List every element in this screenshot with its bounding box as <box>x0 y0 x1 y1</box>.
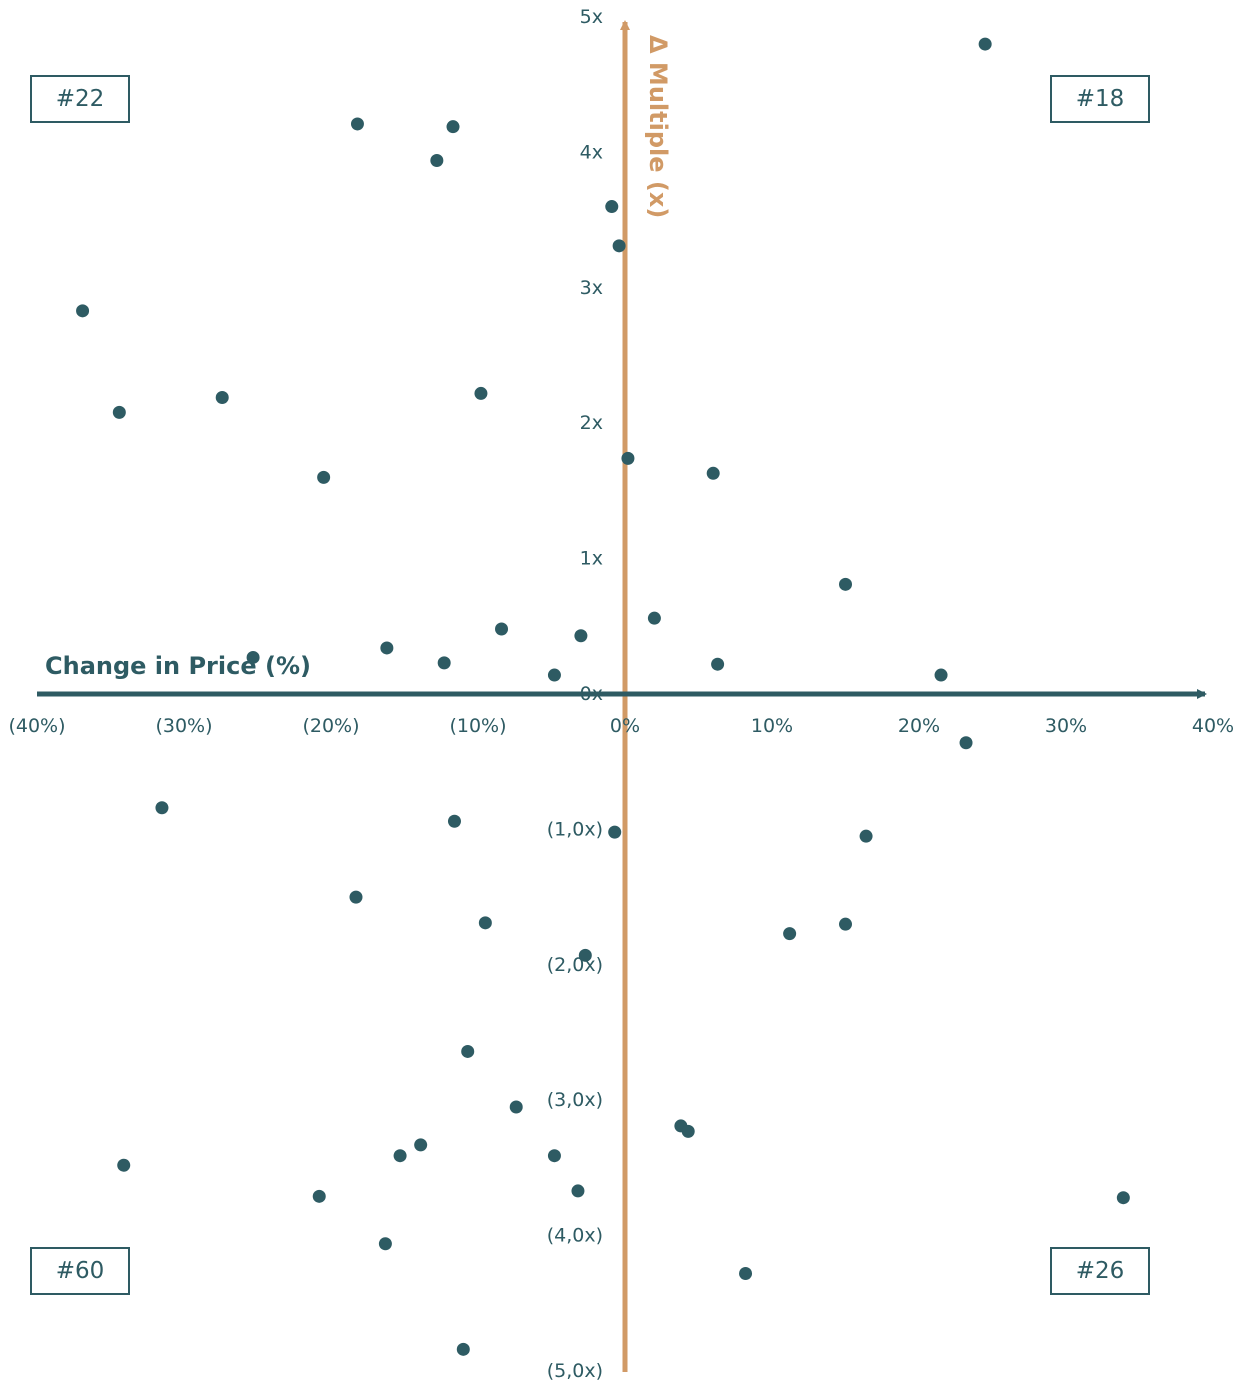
data-point <box>246 650 260 664</box>
data-point <box>349 890 363 904</box>
data-point <box>350 117 364 131</box>
data-point <box>437 656 451 670</box>
y-tick-label: (2,0x) <box>547 954 603 976</box>
data-point <box>474 386 488 400</box>
data-point <box>430 154 444 168</box>
data-point <box>317 470 331 484</box>
data-point <box>446 120 460 134</box>
data-point <box>547 1149 561 1163</box>
data-point <box>934 668 948 682</box>
data-point <box>839 917 852 931</box>
x-tick-label: 30% <box>1045 715 1087 737</box>
data-point <box>608 825 622 839</box>
data-point <box>706 466 720 480</box>
y-tick-label: 2x <box>580 412 603 434</box>
data-point <box>783 927 797 941</box>
data-point <box>571 1184 585 1198</box>
data-point <box>447 814 461 828</box>
data-point <box>1116 1191 1130 1205</box>
data-point <box>739 1267 753 1281</box>
data-point <box>959 736 973 750</box>
y-tick-label: 4x <box>580 141 603 163</box>
x-tick-label: 20% <box>898 715 940 737</box>
quadrant-count-top-left: #22 <box>30 75 130 123</box>
data-point <box>547 668 561 682</box>
quadrant-count-bottom-left: #60 <box>30 1247 130 1295</box>
x-tick-label: 40% <box>1192 715 1234 737</box>
data-point <box>380 641 394 655</box>
data-point <box>605 200 619 214</box>
data-point <box>378 1237 392 1251</box>
data-point <box>112 405 126 419</box>
data-point <box>509 1100 523 1114</box>
x-tick-label: (40%) <box>8 715 65 737</box>
data-point <box>414 1138 428 1152</box>
y-tick-label: 3x <box>580 277 603 299</box>
data-point <box>647 611 661 625</box>
data-point <box>681 1124 695 1138</box>
y-tick-label: (4,0x) <box>547 1225 603 1247</box>
data-point <box>478 916 492 930</box>
data-point <box>76 304 90 318</box>
data-point <box>215 390 229 404</box>
x-tick-label: (10%) <box>449 715 506 737</box>
data-point <box>312 1189 326 1203</box>
data-point <box>393 1149 407 1163</box>
quadrant-count-top-right: #18 <box>1050 75 1150 123</box>
x-axis-title: Change in Price (%) <box>45 652 311 680</box>
y-tick-label: (3,0x) <box>547 1089 603 1111</box>
y-tick-label: 0x <box>580 683 603 705</box>
quadrant-count-bottom-right: #26 <box>1050 1247 1150 1295</box>
data-point <box>578 948 592 962</box>
data-point <box>612 239 626 253</box>
data-point <box>456 1342 470 1356</box>
x-tick-label: (20%) <box>302 715 359 737</box>
data-point <box>859 829 873 843</box>
data-point <box>711 657 725 671</box>
x-tick-label: 10% <box>751 715 793 737</box>
data-point <box>461 1044 475 1058</box>
x-tick-label: 0% <box>610 715 640 737</box>
data-point <box>495 622 509 636</box>
y-tick-label: 1x <box>580 548 603 570</box>
data-point <box>978 37 992 51</box>
y-tick-label: (1,0x) <box>547 818 603 840</box>
data-point <box>839 577 852 591</box>
y-tick-label: (5,0x) <box>547 1360 603 1382</box>
data-point <box>155 801 169 815</box>
data-point <box>574 629 588 643</box>
x-tick-label: (30%) <box>155 715 212 737</box>
y-axis-title: Δ Multiple (x) <box>644 35 672 218</box>
data-point <box>621 451 635 465</box>
data-point <box>117 1158 131 1172</box>
y-tick-label: 5x <box>580 6 603 28</box>
